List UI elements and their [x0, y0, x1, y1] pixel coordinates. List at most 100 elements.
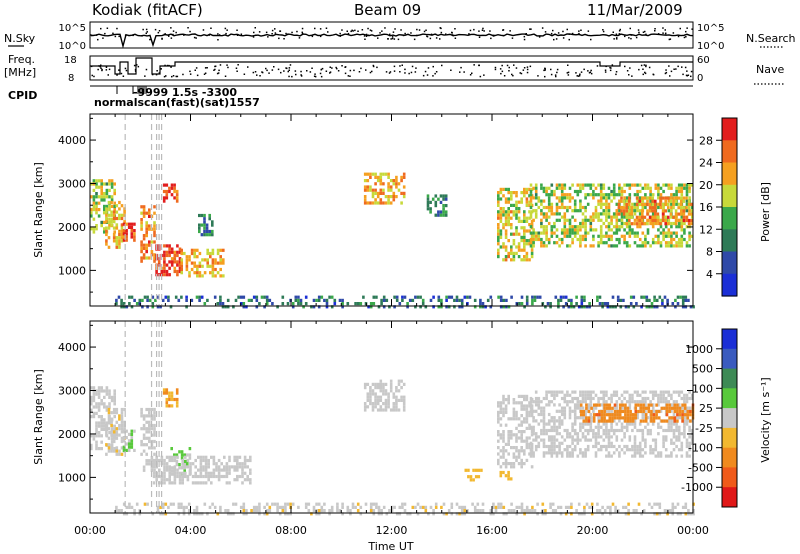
- power-cell: [140, 221, 143, 225]
- power-cell: [439, 194, 443, 198]
- power-cell: [374, 201, 377, 205]
- velocity-cell: [191, 474, 195, 479]
- power-cell: [594, 193, 598, 197]
- power-cell: [641, 231, 645, 235]
- velocity-cell: [155, 478, 158, 482]
- velocity-cell: [555, 393, 559, 397]
- power-cell: [141, 298, 144, 302]
- nsearch-dot: [208, 34, 210, 36]
- power-cell: [133, 229, 136, 233]
- power-cell: [670, 231, 673, 235]
- nave-dot: [513, 64, 515, 66]
- velocity-cell: [584, 390, 587, 394]
- velocity-cell: [90, 386, 93, 390]
- power-cell: [664, 241, 668, 245]
- power-cell: [153, 230, 156, 234]
- velocity-cell: [178, 478, 182, 482]
- velocity-cell: [118, 427, 121, 431]
- nave-dot: [610, 67, 612, 69]
- nave-dot: [286, 67, 288, 70]
- power-cell: [429, 210, 432, 214]
- velocity-cell: [557, 505, 560, 509]
- velocity-cell: [670, 406, 674, 410]
- power-cell: [534, 189, 538, 194]
- velocity-cell: [92, 399, 96, 403]
- velocity-cell: [603, 416, 606, 420]
- power-cell: [685, 209, 689, 213]
- nsearch-dot: [175, 31, 177, 34]
- velocity-cell: [153, 427, 156, 431]
- velocity-cell: [323, 502, 326, 506]
- power-cell: [529, 237, 533, 242]
- power-cell: [466, 295, 469, 299]
- velocity-cell: [460, 512, 464, 516]
- velocity-cell: [168, 404, 171, 408]
- velocity-colorbar-tick-label: -25: [695, 422, 713, 435]
- power-cell: [183, 251, 186, 256]
- power-cell: [615, 218, 619, 222]
- velocity-cell: [597, 435, 600, 439]
- power-cell: [442, 213, 445, 217]
- power-cell: [163, 244, 166, 248]
- velocity-cell: [599, 444, 603, 449]
- velocity-cell: [148, 407, 151, 412]
- power-cell: [573, 231, 577, 235]
- velocity-cell: [683, 419, 686, 423]
- power-cell: [566, 218, 569, 222]
- velocity-cell: [672, 412, 676, 417]
- velocity-cell: [125, 505, 129, 509]
- power-cell: [507, 223, 510, 227]
- power-cell: [612, 186, 616, 190]
- velocity-cell: [315, 512, 318, 516]
- power-cell: [255, 305, 259, 309]
- velocity-cell: [142, 417, 146, 421]
- power-cell: [510, 248, 513, 252]
- nave-dot: [664, 72, 667, 75]
- velocity-cell: [118, 433, 121, 437]
- velocity-cell: [336, 502, 339, 506]
- power-cell: [566, 234, 569, 238]
- power-cell: [406, 302, 409, 306]
- velocity-cell: [499, 474, 503, 478]
- velocity-cell: [505, 512, 508, 516]
- power-cell: [100, 179, 103, 183]
- power-cell: [193, 251, 196, 256]
- velocity-cell: [688, 425, 691, 429]
- velocity-cell: [628, 448, 632, 452]
- power-cell: [110, 204, 114, 208]
- power-cell: [597, 193, 600, 197]
- power-cell: [180, 271, 183, 275]
- velocity-cell: [175, 391, 179, 395]
- nave-dot: [615, 71, 618, 73]
- nave-dot: [567, 74, 570, 76]
- power-cell: [683, 183, 686, 187]
- nsearch-dot: [379, 32, 381, 34]
- power-cell: [173, 189, 176, 194]
- power-cell: [649, 221, 652, 226]
- power-cell: [369, 305, 373, 309]
- velocity-cell: [150, 459, 154, 463]
- velocity-cell: [207, 471, 210, 475]
- power-cell: [654, 241, 658, 245]
- velocity-cell: [110, 447, 114, 451]
- velocity-cell: [379, 382, 383, 386]
- power-cell: [607, 234, 611, 238]
- velocity-cell: [644, 409, 647, 413]
- power-cell: [103, 198, 106, 202]
- power-cell: [675, 189, 678, 194]
- velocity-cell: [677, 432, 681, 436]
- velocity-cell: [534, 409, 538, 413]
- nsearch-dot: [478, 30, 480, 32]
- velocity-cell: [90, 408, 93, 412]
- power-cell: [618, 183, 621, 187]
- velocity-cell: [605, 403, 609, 407]
- nsearch-dot: [439, 27, 441, 29]
- power-cell: [641, 212, 644, 216]
- power-cell: [670, 209, 673, 213]
- velocity-cell: [207, 462, 210, 466]
- power-cell: [146, 295, 149, 299]
- velocity-cell: [165, 401, 169, 405]
- power-cell: [545, 244, 548, 248]
- power-cell: [620, 225, 624, 229]
